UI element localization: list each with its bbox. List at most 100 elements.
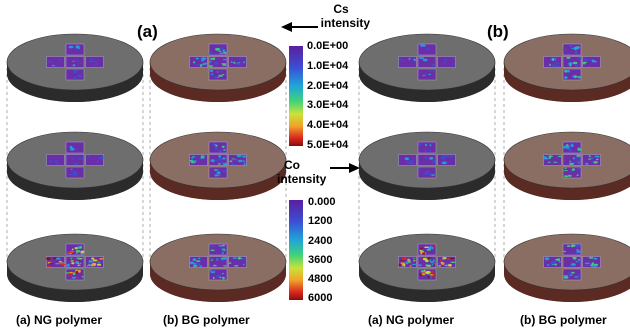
intensity-speckle: [55, 257, 61, 260]
intensity-speckle: [404, 157, 410, 160]
intensity-speckle: [574, 276, 579, 278]
right-arrow-icon: [330, 163, 360, 173]
co-tick: 2400: [308, 235, 333, 247]
intensity-speckle: [202, 63, 207, 66]
intensity-speckle: [209, 245, 215, 247]
intensity-speckle: [236, 63, 241, 66]
intensity-speckle: [195, 57, 199, 60]
intensity-speckle: [424, 74, 427, 77]
intensity-speckle: [210, 249, 215, 252]
intensity-speckle: [571, 168, 576, 171]
map-tile-base: [398, 154, 417, 166]
co-tick: 1200: [308, 215, 333, 227]
map-tile: [208, 56, 228, 68]
intensity-speckle: [422, 257, 428, 261]
intensity-speckle: [575, 51, 577, 53]
map-tile: [582, 256, 601, 268]
intensity-speckle: [221, 257, 223, 260]
intensity-speckle: [427, 257, 431, 259]
intensity-speckle: [577, 162, 581, 164]
intensity-speckle: [588, 158, 591, 160]
map-tile: [417, 43, 437, 56]
map-tile-base: [65, 56, 85, 68]
map-tile-base: [398, 56, 417, 68]
intensity-speckle: [221, 145, 225, 148]
map-tile-base: [65, 43, 85, 56]
cs-colorbar-title: Cs intensity: [290, 2, 370, 30]
intensity-speckle: [422, 252, 426, 255]
intensity-speckle: [210, 57, 213, 61]
intensity-speckle: [56, 261, 60, 263]
map-tile: [562, 243, 582, 256]
intensity-speckle: [429, 70, 435, 72]
ng-polymer-disk: [6, 33, 144, 102]
intensity-speckle: [588, 263, 591, 266]
intensity-speckle: [196, 260, 201, 262]
intensity-speckle: [546, 264, 550, 266]
intensity-speckle: [552, 58, 555, 61]
map-tile-base: [208, 268, 228, 281]
intensity-speckle: [67, 274, 73, 277]
bg-polymer-disk: [503, 233, 630, 302]
intensity-speckle: [571, 142, 574, 145]
intensity-speckle: [592, 265, 597, 268]
map-tile: [189, 256, 208, 268]
intensity-speckle: [243, 263, 245, 266]
map-tile-base: [582, 256, 601, 268]
intensity-speckle: [93, 60, 98, 63]
intensity-speckle: [75, 249, 81, 253]
intensity-speckle: [571, 271, 575, 274]
intensity-speckle: [421, 273, 426, 276]
co-title-line1: Co: [284, 158, 300, 172]
intensity-speckle: [192, 160, 197, 163]
co-tick: 4800: [308, 273, 333, 285]
intensity-speckle: [563, 170, 568, 172]
intensity-speckle: [212, 57, 216, 60]
intensity-speckle: [73, 258, 76, 261]
map-tile: [46, 56, 65, 68]
intensity-speckle: [70, 147, 75, 151]
map-tile-base: [562, 256, 582, 268]
intensity-speckle: [218, 174, 221, 176]
intensity-speckle: [562, 48, 568, 51]
intensity-speckle: [212, 276, 215, 280]
intensity-speckle: [428, 73, 431, 75]
map-tile-base: [85, 154, 104, 166]
intensity-speckle: [81, 276, 84, 278]
intensity-speckle: [219, 52, 223, 55]
intensity-speckle: [214, 147, 219, 151]
intensity-speckle: [422, 58, 428, 62]
intensity-speckle: [68, 45, 74, 49]
intensity-speckle: [213, 161, 215, 165]
map-tile-base: [562, 166, 582, 179]
intensity-speckle: [594, 61, 597, 63]
intensity-speckle: [92, 262, 97, 266]
intensity-speckle: [211, 73, 213, 76]
intensity-speckle: [554, 263, 557, 266]
intensity-speckle: [243, 61, 245, 64]
intensity-speckle: [243, 162, 246, 166]
intensity-speckle: [439, 259, 442, 262]
ng-polymer-disk: [6, 233, 144, 302]
cs-tick: 5.0E+04: [307, 139, 349, 151]
intensity-speckle: [89, 60, 94, 63]
intensity-speckle: [228, 262, 232, 264]
intensity-speckle: [189, 159, 194, 162]
intensity-speckle: [419, 57, 425, 59]
map-tile: [417, 68, 437, 81]
map-tile: [562, 154, 582, 166]
intensity-speckle: [585, 162, 589, 165]
intensity-speckle: [96, 160, 99, 163]
map-tile: [208, 268, 228, 281]
map-tile-base: [543, 154, 562, 166]
intensity-speckle: [572, 75, 576, 78]
intensity-speckle: [210, 159, 215, 163]
intensity-speckle: [75, 270, 78, 274]
intensity-speckle: [199, 64, 203, 67]
intensity-speckle: [69, 251, 75, 254]
intensity-speckle: [555, 62, 560, 65]
map-tile-base: [208, 141, 228, 154]
intensity-speckle: [424, 149, 427, 153]
intensity-speckle: [45, 257, 51, 260]
intensity-speckle: [553, 161, 558, 163]
